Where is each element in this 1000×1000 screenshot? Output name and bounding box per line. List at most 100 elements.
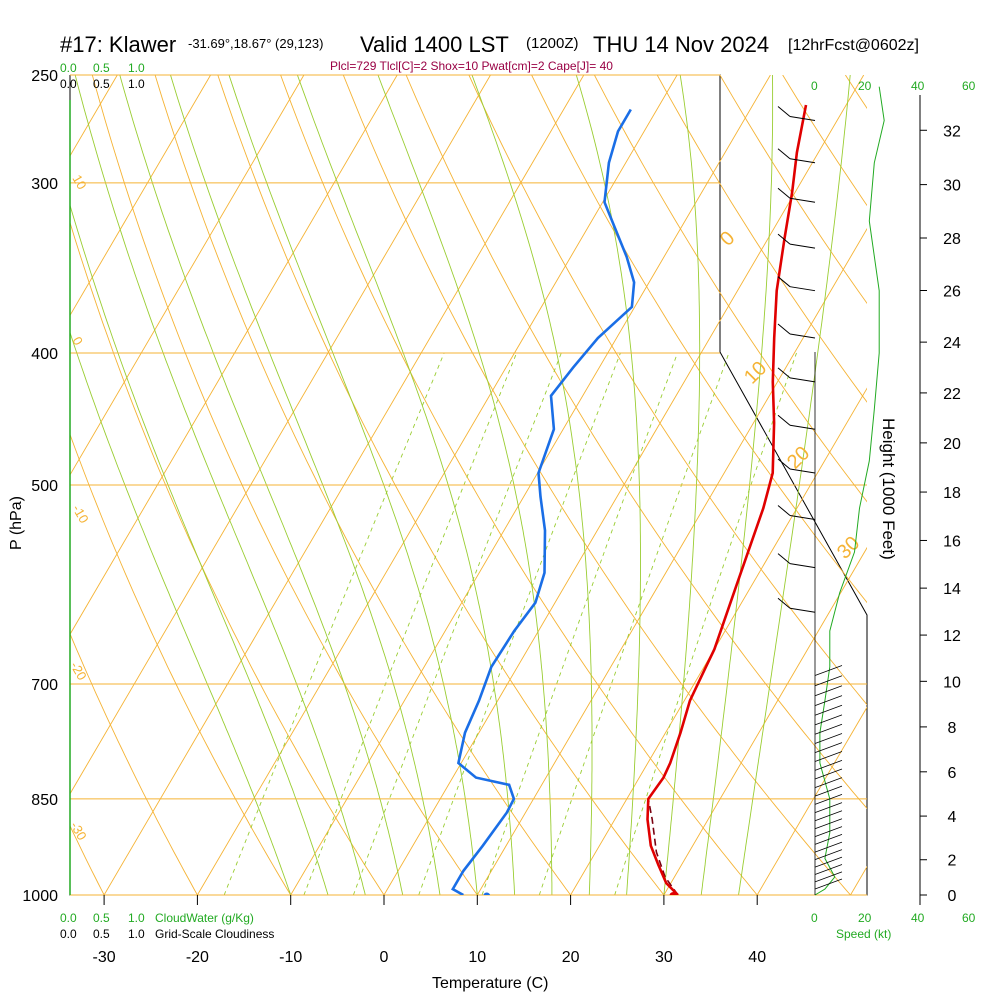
cloud-water-scale-1: 0.5: [93, 61, 110, 75]
wind-barb-low: [814, 878, 843, 890]
wind-barb-staff: [789, 514, 816, 520]
height-tick-label: 8: [948, 720, 957, 737]
forecast-date: THU 14 Nov 2024: [593, 32, 769, 57]
dewpoint-profile: [451, 108, 636, 895]
wind-barb-low: [814, 834, 843, 845]
wind-barb-staff: [789, 286, 816, 292]
forecast-run: [12hrFcst@0602z]: [788, 37, 919, 54]
dry-adiabat-line: [531, 75, 867, 604]
wind-barbs: [777, 86, 885, 896]
wind-barb-low: [814, 826, 843, 837]
wind-barb-staff: [789, 377, 816, 383]
dry-adiabat-line: [217, 75, 665, 895]
height-tick-label: 24: [943, 335, 961, 352]
wind-barb-low: [814, 841, 843, 853]
cloudiness-scale-0: 0.0: [60, 77, 77, 91]
wind-barb-flag: [777, 367, 791, 379]
moist-adiabat-line: [575, 75, 641, 895]
mixing-ratio-label: 5: [417, 901, 433, 917]
dry-adiabat-line: [656, 75, 867, 403]
mixing-ratio-label: 2: [304, 901, 320, 917]
wind-barb-low: [814, 864, 843, 875]
height-tick-label: 28: [943, 231, 961, 248]
wind-barb-staff: [789, 333, 816, 339]
moist-adiabat-line: [471, 75, 593, 895]
height-tick-label: 6: [948, 765, 957, 782]
cloud-water-scale-bottom-2: 1.0: [128, 911, 145, 925]
mixing-ratio-label: 8: [482, 901, 498, 917]
wind-barb-flag: [777, 233, 791, 245]
speed-scale-top-2: 40: [911, 79, 925, 93]
cloudiness-scale-1: 0.5: [93, 77, 110, 91]
dry-adiabat-line: [594, 75, 867, 503]
wind-barb-low: [814, 810, 843, 822]
wind-barb-flag: [777, 414, 791, 426]
dry-adiabat-line: [468, 75, 867, 706]
moist-adiabat-line: [228, 75, 478, 895]
mixing-ratio-line: [614, 352, 797, 895]
dry-adiabat-label: 10: [69, 172, 89, 192]
wind-barb-low: [814, 802, 843, 814]
x-tick-label: 40: [748, 949, 766, 966]
x-tick-label: -20: [186, 949, 209, 966]
moist-adiabat-line: [70, 331, 292, 895]
sounding-indices: Plcl=729 Tlcl[C]=2 Shox=10 Pwat[cm]=2 Ca…: [330, 59, 613, 73]
wind-barb-low: [814, 714, 843, 726]
wind-barb-low: [814, 777, 843, 789]
wind-barb-low: [814, 768, 843, 780]
moist-adiabat-line: [377, 75, 553, 895]
x-tick-label: 0: [380, 949, 389, 966]
mixing-ratio-line: [223, 352, 445, 895]
moist-adiabat-line: [119, 75, 404, 895]
wind-barb-staff: [789, 116, 816, 122]
cloud-water-scale-0: 0.0: [60, 61, 77, 75]
surface-dewpoint-dot: [483, 892, 491, 895]
wind-barb-staff: [789, 197, 816, 203]
wind-barb-flag: [777, 597, 791, 609]
height-tick-label: 4: [948, 809, 957, 826]
mixing-ratio-label: 12: [540, 896, 561, 917]
isotherm-line: [0, 75, 24, 895]
dry-adiabat-line: [70, 632, 198, 895]
profiles: [451, 104, 808, 895]
height-tick-label: 20: [943, 436, 961, 453]
speed-scale-top-0: 0: [811, 79, 818, 93]
wind-barb-low: [814, 856, 843, 868]
wind-barb-low: [814, 723, 843, 735]
isotherm-line: [663, 546, 867, 895]
x-tick-label: -30: [93, 949, 116, 966]
height-tick-label: 30: [943, 178, 961, 195]
speed-scale-top-1: 20: [858, 79, 872, 93]
x-axis-title: Temperature (C): [432, 975, 548, 992]
cloud-water-label: CloudWater (g/Kg): [155, 911, 254, 925]
speed-scale-bottom-3: 60: [962, 911, 976, 925]
y-tick-label: 300: [31, 176, 58, 193]
moist-adiabat-line: [700, 75, 774, 895]
cloud-water-scale-bottom-1: 0.5: [93, 911, 110, 925]
wind-barb-flag: [777, 276, 791, 288]
isotherm-line: [70, 75, 305, 476]
y-tick-label: 250: [31, 68, 58, 85]
height-tick-label: 26: [943, 284, 961, 301]
height-tick-label: 22: [943, 386, 961, 403]
dry-adiabat-label: -10: [69, 502, 91, 526]
wind-barb-flag: [777, 106, 791, 117]
dry-adiabat-label: -30: [67, 819, 89, 843]
wind-barb-low: [814, 871, 843, 883]
dry-adiabat-line: [91, 75, 478, 895]
dry-adiabat-line: [342, 75, 851, 895]
cloudiness-scale-bottom-0: 0.0: [60, 927, 77, 941]
wind-barb-low: [814, 742, 843, 753]
wind-barb-staff: [789, 243, 816, 249]
wind-barb-low: [814, 704, 843, 716]
cloud-water-scale-bottom-0: 0.0: [60, 911, 77, 925]
moist-adiabat-line: [738, 75, 851, 895]
height-tick-label: 14: [943, 581, 961, 598]
speed-scale-top-3: 60: [962, 79, 976, 93]
height-tick-label: 32: [943, 123, 961, 140]
wind-speed-profile: [814, 86, 885, 896]
wind-barb-staff: [789, 607, 816, 613]
